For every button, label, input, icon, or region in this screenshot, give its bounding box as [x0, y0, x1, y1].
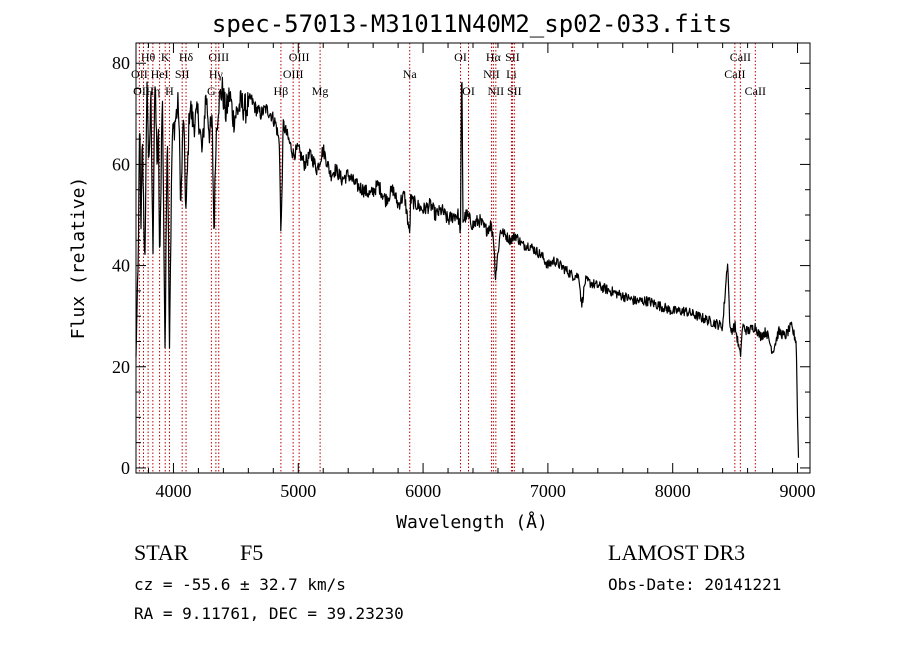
y-tick-label: 0 — [121, 458, 130, 478]
spectral-line-label: Hη — [145, 84, 160, 98]
spectral-line-label: OII — [131, 67, 148, 81]
y-tick-label: 80 — [112, 53, 130, 73]
x-tick-label: 7000 — [530, 481, 566, 501]
x-tick-label: 9000 — [780, 481, 816, 501]
spectral-line-label: Hγ — [209, 67, 224, 81]
spectral-line-label: SII — [175, 67, 190, 81]
spectral-line-label: Mg — [312, 84, 329, 98]
object-class: STAR — [134, 540, 189, 565]
spectral-line-label: OI — [454, 50, 467, 64]
chart-title: spec-57013-M31011N40M2_sp02-033.fits — [212, 10, 732, 38]
series-layer — [135, 76, 800, 458]
spectral-line-label: Hδ — [179, 50, 194, 64]
spectral-line-label: OI — [462, 84, 475, 98]
y-tick-label: 40 — [112, 256, 130, 276]
spectral-line-label: Hθ — [141, 50, 156, 64]
x-tick-label: 6000 — [405, 481, 441, 501]
spectral-line-label: OIII — [283, 67, 304, 81]
spectral-line-label: OIII — [289, 50, 310, 64]
spectral-line-label: CaII — [724, 67, 745, 81]
spectral-line-label: G — [207, 84, 216, 98]
x-tick-label: 4000 — [155, 481, 191, 501]
spectral-line-label: SII — [505, 50, 520, 64]
plot-frame — [135, 42, 811, 474]
x-axis-label: Wavelength (Å) — [396, 511, 548, 533]
spectral-line-label: Li — [506, 67, 517, 81]
spectral-line-label: Na — [403, 67, 418, 81]
axis-ticks-layer: 4000 5000 6000 7000 8000 9000 0 20 40 60 80 — [112, 43, 816, 501]
spectral-line-label: HeI — [151, 67, 169, 81]
y-tick-label: 60 — [112, 154, 130, 174]
x-tick-label: 5000 — [280, 481, 316, 501]
y-axis-label: Flux (relative) — [68, 177, 89, 340]
x-tick-label: 8000 — [655, 481, 691, 501]
obs-date: Obs-Date: 20141221 — [608, 575, 781, 594]
spectral-line-label: Hβ — [274, 84, 289, 98]
spectral-line-label: OIII — [208, 50, 229, 64]
spectral-line-label: SII — [507, 84, 522, 98]
object-subclass: F5 — [240, 540, 263, 565]
y-tick-label: 20 — [112, 357, 130, 377]
redshift-readout: cz = -55.6 ± 32.7 km/s — [134, 575, 346, 594]
flux-series-line — [135, 76, 800, 458]
survey-name: LAMOST DR3 — [608, 540, 745, 565]
spectral-line-label: Hα — [486, 50, 502, 64]
spectral-line-label: NII — [488, 84, 505, 98]
spectral-line-label: CaII — [730, 50, 751, 64]
coordinates-readout: RA = 9.11761, DEC = 39.23230 — [134, 604, 404, 623]
spectral-line-label: OIII — [133, 84, 154, 98]
spectral-line-label: H — [165, 84, 174, 98]
spectral-line-label: NII — [483, 67, 500, 81]
spectral-line-label: CaII — [745, 84, 766, 98]
spectral-line-label: K — [161, 50, 170, 64]
